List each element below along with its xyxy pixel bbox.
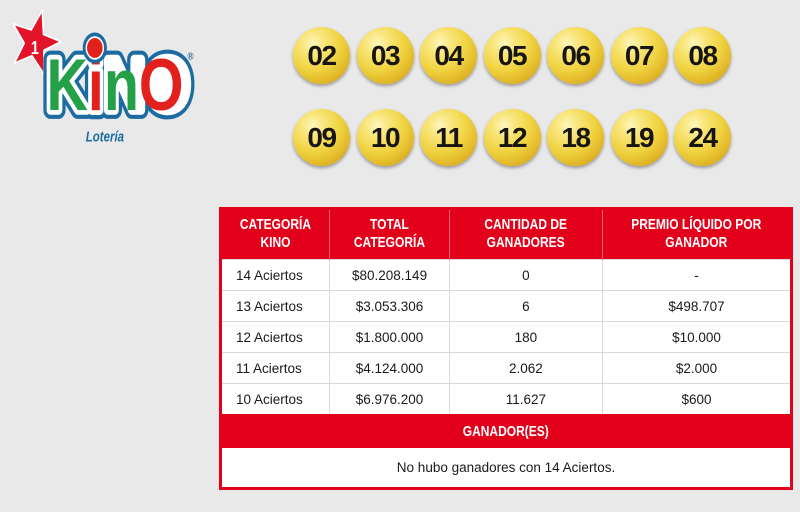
svg-text:Lotería: Lotería: [86, 128, 124, 145]
svg-text:®: ®: [187, 49, 193, 61]
svg-text:K: K: [46, 43, 87, 125]
svg-text:n: n: [104, 43, 139, 125]
svg-text:1: 1: [31, 37, 39, 58]
svg-text:O: O: [139, 43, 184, 125]
